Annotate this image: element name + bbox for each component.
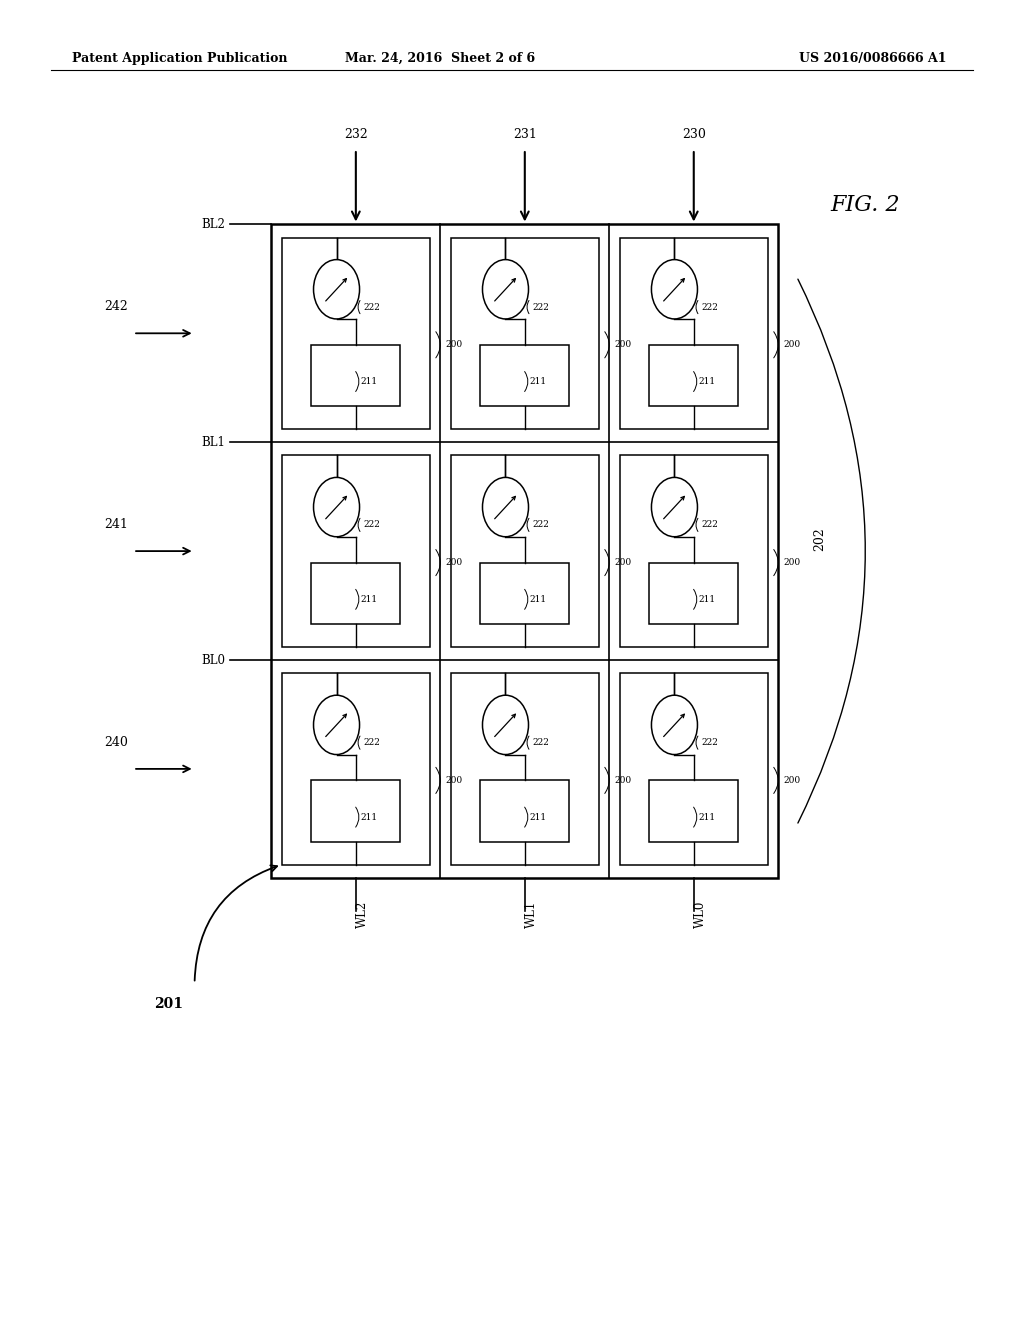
Text: WL1: WL1 [525, 902, 538, 928]
Bar [620, 673, 768, 865]
Bar [649, 562, 738, 624]
Text: 201: 201 [155, 997, 183, 1011]
Circle shape [313, 478, 359, 537]
Bar [480, 562, 569, 624]
Bar [271, 224, 778, 878]
Text: Mar. 24, 2016  Sheet 2 of 6: Mar. 24, 2016 Sheet 2 of 6 [345, 51, 536, 65]
Text: 200: 200 [445, 341, 463, 350]
Text: 222: 222 [364, 302, 381, 312]
Text: 222: 222 [532, 520, 550, 529]
Bar [311, 780, 400, 842]
Text: 230: 230 [682, 128, 706, 141]
Text: 241: 241 [104, 519, 128, 531]
Bar [311, 562, 400, 624]
Text: 240: 240 [104, 737, 128, 750]
Bar [480, 780, 569, 842]
Text: 211: 211 [698, 813, 716, 821]
Text: 222: 222 [532, 738, 550, 747]
Bar [311, 345, 400, 407]
Text: 211: 211 [529, 595, 547, 603]
Circle shape [482, 260, 528, 319]
Bar [451, 673, 599, 865]
Text: 200: 200 [445, 558, 463, 568]
Text: 211: 211 [698, 378, 716, 385]
Text: 211: 211 [698, 595, 716, 603]
Text: FIG. 2: FIG. 2 [830, 194, 900, 215]
Text: 202: 202 [813, 528, 825, 552]
Text: 200: 200 [783, 776, 801, 785]
Circle shape [313, 696, 359, 755]
Bar [282, 455, 430, 647]
Bar [480, 345, 569, 407]
Text: 222: 222 [701, 738, 719, 747]
Text: 200: 200 [445, 776, 463, 785]
Text: 232: 232 [344, 128, 368, 141]
Circle shape [313, 260, 359, 319]
Text: 222: 222 [532, 302, 550, 312]
Text: 231: 231 [513, 128, 537, 141]
Text: 222: 222 [364, 738, 381, 747]
Text: 211: 211 [529, 813, 547, 821]
Text: 200: 200 [614, 341, 632, 350]
Text: 200: 200 [783, 341, 801, 350]
Text: 211: 211 [529, 378, 547, 385]
Text: 211: 211 [360, 378, 378, 385]
Bar [282, 673, 430, 865]
Text: BL1: BL1 [202, 436, 225, 449]
Circle shape [482, 696, 528, 755]
Text: 211: 211 [360, 595, 378, 603]
Text: 211: 211 [360, 813, 378, 821]
Text: WL2: WL2 [356, 902, 369, 928]
Bar [451, 455, 599, 647]
Text: 222: 222 [701, 520, 719, 529]
Bar [620, 455, 768, 647]
Circle shape [482, 478, 528, 537]
Text: Patent Application Publication: Patent Application Publication [72, 51, 287, 65]
Text: 242: 242 [104, 301, 128, 313]
Text: 200: 200 [614, 558, 632, 568]
Bar [282, 238, 430, 429]
Text: 200: 200 [614, 776, 632, 785]
Bar [649, 345, 738, 407]
Circle shape [651, 478, 697, 537]
Text: 222: 222 [701, 302, 719, 312]
Bar [620, 238, 768, 429]
Circle shape [651, 696, 697, 755]
Text: 222: 222 [364, 520, 381, 529]
Bar [649, 780, 738, 842]
Text: 200: 200 [783, 558, 801, 568]
Text: WL0: WL0 [694, 902, 707, 928]
Text: US 2016/0086666 A1: US 2016/0086666 A1 [799, 51, 946, 65]
Bar [451, 238, 599, 429]
Text: BL2: BL2 [202, 218, 225, 231]
Circle shape [651, 260, 697, 319]
Text: BL0: BL0 [202, 653, 225, 667]
